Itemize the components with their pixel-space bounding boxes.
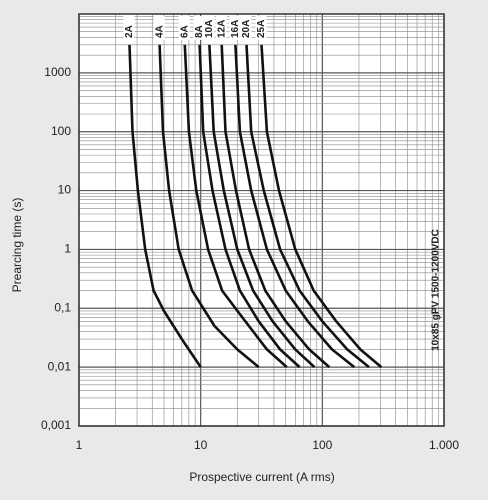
series-label-bg <box>240 16 252 40</box>
x-tick-label: 1.000 <box>429 438 459 452</box>
series-label: 20A <box>241 20 252 38</box>
x-tick-label: 1 <box>76 438 83 452</box>
x-tick-label: 10 <box>194 438 208 452</box>
y-tick-label: 10 <box>58 183 72 197</box>
curve <box>158 44 260 369</box>
y-tick-label: 100 <box>51 124 71 138</box>
curve <box>198 44 301 369</box>
curve <box>245 44 370 369</box>
series-label-bg <box>215 16 227 40</box>
y-tick-label: 0,1 <box>54 300 71 314</box>
series-label: 6A <box>179 25 190 38</box>
grid <box>78 14 445 427</box>
series-label-bg <box>229 16 241 40</box>
curve <box>220 44 331 369</box>
y-tick-label: 0,01 <box>48 359 72 373</box>
series-label: 8A <box>194 25 205 38</box>
curve <box>183 44 288 369</box>
series-label-bg <box>203 16 215 40</box>
y-tick-label: 1000 <box>44 65 71 79</box>
series-label: 4A <box>154 25 165 38</box>
curve <box>260 44 383 369</box>
x-tick-label: 100 <box>312 438 332 452</box>
curves <box>128 44 383 369</box>
x-axis-label: Prospective current (A rms) <box>189 470 334 484</box>
series-label: 25A <box>256 20 267 38</box>
annotation: 10x85 gPV 1500-1200VDC <box>431 229 442 351</box>
series-label: 16A <box>230 20 241 38</box>
series-label-bg <box>193 16 205 40</box>
series-label: 10A <box>204 20 215 38</box>
y-axis-label: Prearcing time (s) <box>10 198 24 293</box>
series-label: 2A <box>124 25 135 38</box>
curve <box>128 44 202 368</box>
curve <box>234 44 356 369</box>
series-label-bg <box>153 16 165 40</box>
series-label-bg <box>123 16 135 40</box>
plot-frame <box>78 13 445 427</box>
series-label-bg <box>255 16 267 40</box>
plot-area <box>79 14 444 426</box>
y-tick-label: 1 <box>64 242 71 256</box>
curve <box>208 44 316 369</box>
series-label: 12A <box>216 20 227 38</box>
series-label-bg <box>178 16 190 40</box>
y-tick-label: 0,001 <box>41 418 71 432</box>
